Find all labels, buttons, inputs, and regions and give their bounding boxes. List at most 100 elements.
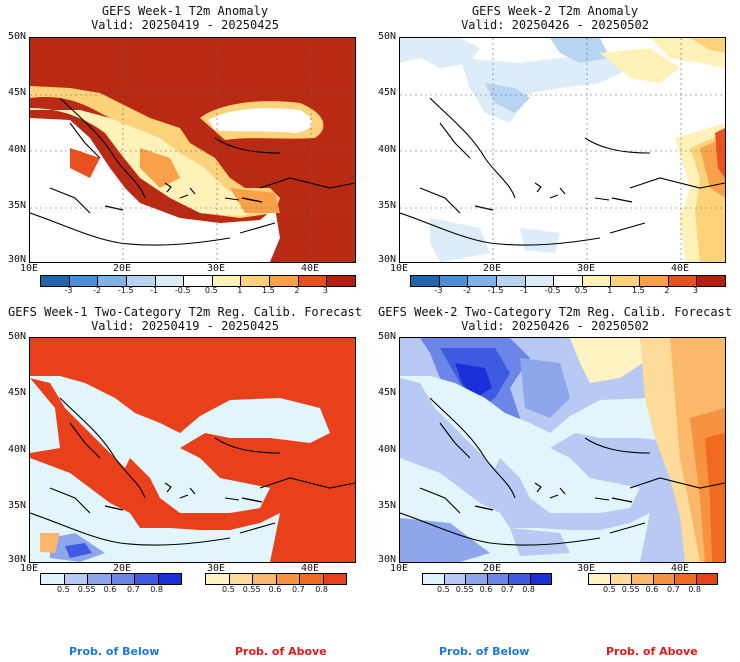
panel-title: GEFS Week-1 T2m Anomaly	[101, 4, 269, 18]
below-tick-label: 0.55	[455, 585, 474, 594]
lon-label: 40E	[670, 563, 690, 574]
lon-label: 40E	[300, 563, 320, 574]
prob-above-label: Prob. of Above	[235, 645, 327, 658]
below-color-swatch	[88, 574, 112, 584]
below-color-swatch	[444, 574, 466, 584]
anomaly-color-swatch	[611, 276, 641, 286]
below-colorbar-labels: 0.5 0.55 0.6 0.7 0.8	[422, 586, 550, 596]
anomaly-color-swatch	[298, 276, 328, 286]
prob-above-label: Prob. of Above	[606, 645, 698, 658]
lat-label: 35N	[7, 500, 26, 511]
below-color-swatch	[158, 574, 181, 584]
anomaly-colorbar-labels: -3 -2 -1.5 -1 -0.5 0.5 1 1.5 2 3	[40, 287, 354, 297]
below-tick-label: 0.6	[103, 585, 117, 594]
lon-label: 10E	[389, 263, 409, 274]
below-tick-label: 0.7	[126, 585, 140, 594]
above-colorbar	[588, 573, 718, 585]
below-tick-label: 0.5	[436, 585, 450, 594]
below-colorbar-labels: 0.5 0.55 0.6 0.7 0.8	[40, 586, 180, 596]
above-color-swatch	[206, 574, 230, 584]
panel-week2-probability: GEFS Week-2 Two-Category T2m Reg. Calib.…	[370, 300, 740, 658]
above-color-swatch	[675, 574, 697, 584]
lat-label: 50N	[7, 331, 26, 342]
panel-week2-anomaly: GEFS Week-2 T2m Anomaly Valid: 20250426 …	[370, 0, 740, 300]
prob-below-label: Prob. of Below	[439, 645, 530, 658]
above-color-swatch	[276, 574, 300, 584]
anomaly-color-swatch	[98, 276, 127, 286]
anomaly-tick-label: -1.5	[487, 286, 504, 295]
above-color-swatch	[653, 574, 675, 584]
anomaly-color-swatch	[640, 276, 669, 286]
above-tick-label: 0.8	[688, 585, 702, 594]
below-color-swatch	[111, 574, 135, 584]
below-tick-label: 0.8	[150, 585, 164, 594]
anomaly-tick-label: 0.5	[204, 286, 218, 295]
lon-label: 10E	[19, 563, 39, 574]
above-tick-label: 0.6	[268, 585, 282, 594]
above-tick-label: 0.5	[602, 585, 616, 594]
anomaly-color-swatch	[212, 276, 242, 286]
above-color-swatch	[253, 574, 277, 584]
anomaly-tick-label: 1	[607, 286, 613, 295]
anomaly-colorbar-labels: -3 -2 -1.5 -1 -0.5 0.5 1 1.5 2 3	[410, 287, 724, 297]
lat-label: 35N	[7, 200, 26, 211]
lon-label: 30E	[576, 563, 596, 574]
prob-below-label: Prob. of Below	[69, 645, 160, 658]
panel-valid-dates: Valid: 20250419 - 20250425	[91, 319, 279, 333]
anomaly-tick-label: 1.5	[261, 286, 275, 295]
below-color-swatch	[41, 574, 65, 584]
anomaly-color-swatch	[439, 276, 469, 286]
panel-title: GEFS Week-2 Two-Category T2m Reg. Calib.…	[377, 305, 732, 319]
anomaly-tick-label: 2	[664, 286, 670, 295]
panel-valid-dates: Valid: 20250419 - 20250425	[91, 18, 279, 32]
anomaly-color-swatch	[241, 276, 271, 286]
lon-label: 20E	[482, 563, 502, 574]
anomaly-color-swatch	[270, 276, 299, 286]
lon-label: 10E	[19, 263, 39, 274]
anomaly-tick-label: 3	[692, 286, 698, 295]
anomaly-tick-label: -2	[463, 286, 472, 295]
lon-label: 20E	[112, 563, 132, 574]
anomaly-color-swatch	[582, 276, 612, 286]
anomaly-tick-label: -1.5	[117, 286, 134, 295]
anomaly-color-swatch	[411, 276, 440, 286]
anomaly-color-swatch	[41, 276, 70, 286]
below-colorbar	[40, 573, 182, 585]
above-colorbar-labels: 0.5 0.55 0.6 0.7 0.8	[588, 586, 716, 596]
lon-label: 30E	[206, 563, 226, 574]
lat-label: 50N	[377, 31, 396, 42]
anomaly-color-swatch	[468, 276, 497, 286]
below-color-swatch	[487, 574, 509, 584]
below-tick-label: 0.8	[522, 585, 536, 594]
panel-week1-probability: GEFS Week-1 Two-Category T2m Reg. Calib.…	[0, 300, 370, 658]
lat-label: 30N	[7, 554, 26, 565]
panel-week1-anomaly: GEFS Week-1 T2m Anomaly Valid: 20250419 …	[0, 0, 370, 300]
anomaly-tick-label: 0.5	[574, 286, 588, 295]
below-tick-label: 0.5	[56, 585, 70, 594]
anomaly-color-swatch	[496, 276, 526, 286]
anomaly-color-swatch	[184, 276, 213, 286]
map-week1-probability	[29, 337, 356, 563]
lon-label: 30E	[576, 263, 596, 274]
above-tick-label: 0.5	[221, 585, 235, 594]
anomaly-color-swatch	[69, 276, 99, 286]
lat-label: 35N	[377, 200, 396, 211]
above-tick-label: 0.6	[645, 585, 659, 594]
lat-label: 35N	[377, 500, 396, 511]
anomaly-tick-label: 1.5	[631, 286, 645, 295]
lon-label: 40E	[670, 263, 690, 274]
above-color-swatch	[229, 574, 253, 584]
above-color-swatch	[696, 574, 717, 584]
below-tick-label: 0.6	[479, 585, 493, 594]
lat-label: 45N	[7, 87, 26, 98]
lon-label: 20E	[482, 263, 502, 274]
above-color-swatch	[632, 574, 654, 584]
anomaly-tick-label: -1	[520, 286, 529, 295]
lat-label: 30N	[377, 554, 396, 565]
anomaly-tick-label: -0.5	[174, 286, 191, 295]
lat-label: 40N	[7, 144, 26, 155]
panel-valid-dates: Valid: 20250426 - 20250502	[461, 319, 649, 333]
above-tick-label: 0.7	[666, 585, 680, 594]
lat-label: 45N	[7, 387, 26, 398]
map-week2-anomaly	[399, 37, 726, 263]
